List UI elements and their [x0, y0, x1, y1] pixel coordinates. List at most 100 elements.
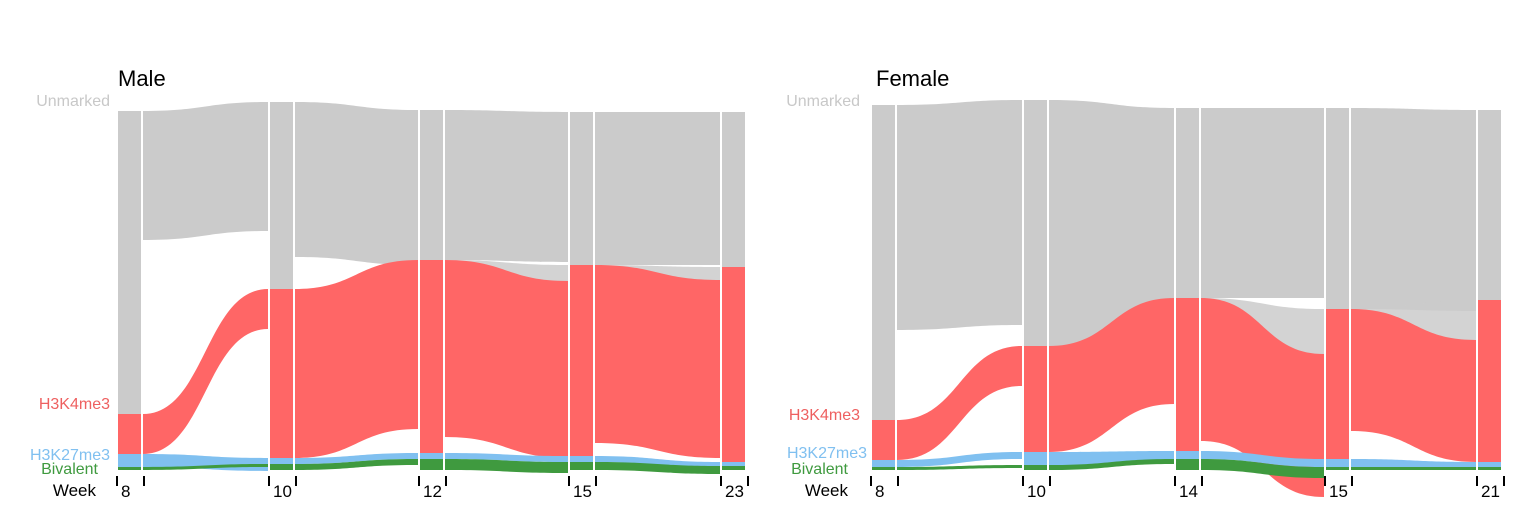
- male-node-w8-h3k4me3: [118, 414, 141, 454]
- male-tick-left-w12: [418, 476, 420, 486]
- female-flow-w15-bivalent-to-bivalent: [1351, 467, 1476, 470]
- female-flows-and-nodes: 8 10 14 15 21: [870, 100, 1505, 501]
- male-week-tick-15: 15: [573, 482, 592, 501]
- male-node-w8-bivalent: [118, 467, 141, 470]
- female-tick-right-w21: [1503, 476, 1505, 486]
- male-node-w10-unmarked: [270, 102, 293, 289]
- male-tick-right-w15: [595, 476, 597, 486]
- male-flow-w12-unmarked-to-unmarked: [445, 110, 568, 262]
- female-tick-right-w14: [1201, 476, 1203, 486]
- female-node-w21-h3k4me3: [1478, 300, 1501, 462]
- male-node-w12-h3k4me3: [420, 260, 443, 453]
- male-flows-and-nodes: 8 10 12 15 23: [116, 102, 749, 501]
- female-week-tick-21: 21: [1481, 482, 1500, 501]
- female-week-tick-10: 10: [1027, 482, 1046, 501]
- female-node-w21-bivalent: [1478, 467, 1501, 470]
- female-node-w15-unmarked: [1326, 108, 1349, 309]
- male-node-w10-h3k27me3: [270, 458, 293, 464]
- male-tick-right-w12: [445, 476, 447, 486]
- male-flow-w15-h3k27me3-to-h3k27me3: [595, 456, 720, 468]
- female-tick-left-w14: [1174, 476, 1176, 486]
- female-label-h3k27me3: H3K27me3: [787, 445, 867, 462]
- female-flow-w8-unmarked-to-unmarked: [897, 100, 1022, 330]
- female-flow-w14-bivalent-to-bivalent: [1201, 459, 1324, 478]
- female-node-w15-h3k27me3: [1326, 459, 1349, 467]
- male-tick-right-w8: [143, 476, 145, 486]
- female-node-w8-bivalent: [872, 467, 895, 470]
- male-tick-left-w8: [116, 476, 118, 486]
- female-node-w8-h3k27me3: [872, 460, 895, 467]
- female-node-w8-unmarked: [872, 105, 895, 420]
- panel-female: Female Unmarked H3K4me3 H3K27me3 Bivalen…: [786, 66, 1505, 501]
- male-flow-w8-unmarked-to-unmarked: [143, 102, 268, 240]
- female-node-w10-h3k4me3: [1024, 346, 1047, 452]
- male-flow-w8-bivalent-to-bivalent: [143, 464, 268, 470]
- female-flow-w14-h3k27me3-to-h3k27me3: [1201, 451, 1324, 467]
- female-flow-w8-h3k27me3-to-h3k27me3: [897, 452, 1022, 467]
- male-node-w12-bivalent: [420, 459, 443, 470]
- female-label-bivalent: Bivalent: [791, 461, 848, 478]
- male-week-tick-12: 12: [423, 482, 442, 501]
- female-tick-left-w15: [1324, 476, 1326, 486]
- female-node-w10-unmarked: [1024, 100, 1047, 346]
- male-node-w12-unmarked: [420, 110, 443, 260]
- female-flow-w10-unmarked-to-unmarked: [1049, 100, 1174, 354]
- female-flow-w8-h3k4me3-to-h3k4me3: [897, 346, 1022, 460]
- female-flow-w15-unmarked-to-unmarked: [1351, 108, 1476, 311]
- male-flow-w10-h3k27me3-to-h3k27me3: [295, 453, 418, 464]
- female-node-w14-bivalent: [1176, 459, 1199, 470]
- male-tick-left-w23: [720, 476, 722, 486]
- male-node-w10-h3k4me3: [270, 289, 293, 458]
- female-tick-left-w10: [1022, 476, 1024, 486]
- male-node-w15-h3k4me3: [570, 265, 593, 456]
- male-node-w23-h3k27me3: [722, 462, 745, 466]
- male-flow-w10-unmarked-to-unmarked: [295, 102, 418, 265]
- female-node-w15-bivalent: [1326, 467, 1349, 470]
- male-flow-w15-h3k4me3-to-h3k4me3: [595, 265, 720, 458]
- male-flow-w15-unmarked-to-unmarked: [595, 112, 720, 265]
- male-tick-right-w23: [747, 476, 749, 486]
- male-week-label: Week: [53, 481, 97, 500]
- female-flow-w10-bivalent-to-bivalent: [1049, 459, 1174, 470]
- female-node-w21-unmarked: [1478, 110, 1501, 300]
- female-week-tick-8: 8: [875, 482, 884, 501]
- female-flow-w8-bivalent-to-bivalent: [897, 465, 1022, 470]
- male-flow-w12-bivalent-to-bivalent: [445, 459, 568, 473]
- female-flow-w10-h3k4me3-to-h3k4me3: [1049, 298, 1174, 452]
- female-tick-right-w10: [1049, 476, 1051, 486]
- female-tick-right-w8: [897, 476, 899, 486]
- male-week-tick-23: 23: [725, 482, 744, 501]
- male-node-w15-h3k27me3: [570, 456, 593, 462]
- male-week-tick-10: 10: [273, 482, 292, 501]
- male-flow-w10-h3k4me3-to-h3k4me3: [295, 260, 418, 458]
- female-node-w10-bivalent: [1024, 465, 1047, 470]
- female-node-w8-h3k4me3: [872, 420, 895, 460]
- female-node-w21-h3k27me3: [1478, 462, 1501, 467]
- female-tick-right-w15: [1351, 476, 1353, 486]
- female-node-w15-h3k4me3: [1326, 309, 1349, 459]
- male-node-w23-bivalent: [722, 466, 745, 470]
- male-label-bivalent: Bivalent: [41, 461, 98, 478]
- male-tick-right-w10: [295, 476, 297, 486]
- female-flow-w14-unmarked-to-unmarked: [1201, 108, 1324, 298]
- female-node-w10-h3k27me3: [1024, 452, 1047, 465]
- female-label-h3k4me3: H3K4me3: [789, 407, 860, 424]
- male-flow-w15-bivalent-to-bivalent: [595, 462, 720, 474]
- male-node-w12-h3k27me3: [420, 453, 443, 459]
- male-tick-left-w15: [568, 476, 570, 486]
- male-label-h3k27me3: H3K27me3: [30, 447, 110, 464]
- panel-title-male: Male: [118, 66, 166, 91]
- male-flow-w12-h3k4me3-to-h3k4me3: [445, 260, 568, 458]
- male-week-tick-8: 8: [121, 482, 130, 501]
- female-node-w14-h3k27me3: [1176, 451, 1199, 459]
- male-label-h3k4me3: H3K4me3: [39, 396, 110, 413]
- male-node-w8-h3k27me3: [118, 454, 141, 467]
- female-flow-w14-h3k4me3-to-h3k4me3: [1201, 298, 1324, 497]
- panel-male: Male Unmarked H3K4me3 H3K27me3 Bivalent …: [30, 66, 749, 501]
- male-node-w8-unmarked: [118, 111, 141, 414]
- female-week-label: Week: [805, 481, 849, 500]
- male-label-unmarked: Unmarked: [36, 93, 110, 110]
- female-week-tick-14: 14: [1179, 482, 1198, 501]
- male-node-w15-bivalent: [570, 462, 593, 470]
